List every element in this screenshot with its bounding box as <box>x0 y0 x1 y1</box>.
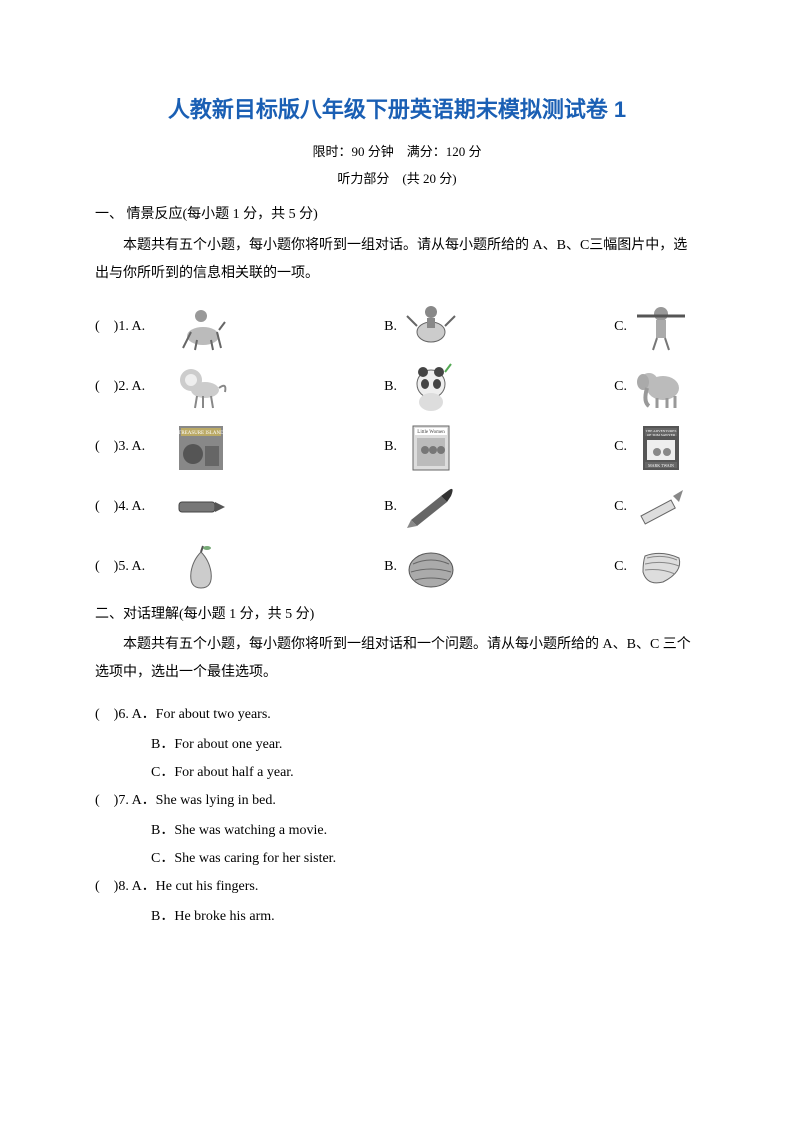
option-label: C. <box>614 554 627 579</box>
option-label: B. <box>384 314 397 339</box>
crayon-icon <box>173 482 229 532</box>
option-b[interactable]: B. Little Women <box>384 422 459 472</box>
question-number: ( )3. A. <box>95 434 173 459</box>
question-number: ( )1. A. <box>95 314 173 339</box>
question-row: ( )2. A. B. C. <box>95 362 699 412</box>
lion-icon <box>173 362 229 412</box>
pencil-icon <box>633 482 689 532</box>
option-label: B. <box>384 374 397 399</box>
banana-icon <box>633 542 689 592</box>
part-header: 听力部分 (共 20 分) <box>95 167 699 190</box>
time-score-line: 限时：90 分钟 满分：120 分 <box>95 140 699 163</box>
question-number: ( )4. A. <box>95 494 173 519</box>
option-label: C. <box>614 494 627 519</box>
svg-text:OF TOM SAWYER: OF TOM SAWYER <box>647 433 676 437</box>
option-label: C. <box>614 314 627 339</box>
watermelon-icon <box>403 542 459 592</box>
svg-text:MARK TWAIN: MARK TWAIN <box>648 463 674 468</box>
book-tom-icon: THE ADVENTURESOF TOM SAWYERMARK TWAIN <box>633 422 689 472</box>
option-c[interactable]: C. <box>614 482 689 532</box>
question-row: ( )1. A. B. C. <box>95 302 699 352</box>
question-row: ( )3. A. TREASURE ISLAND B. Little Women… <box>95 422 699 472</box>
option-c[interactable]: C. <box>614 362 689 412</box>
option-text: B．He broke his arm. <box>95 903 699 931</box>
option-text: B．She was watching a movie. <box>95 817 699 845</box>
question-number: ( )5. A. <box>95 554 173 579</box>
option-text: C．She was caring for her sister. <box>95 845 699 873</box>
section2-heading: 二、对话理解(每小题 1 分，共 5 分) <box>95 602 699 627</box>
panda-icon <box>403 362 459 412</box>
option-b[interactable]: B. <box>384 542 459 592</box>
svg-text:TREASURE ISLAND: TREASURE ISLAND <box>178 431 224 436</box>
option-text: C．For about half a year. <box>95 759 699 787</box>
option-a[interactable] <box>173 542 229 592</box>
question-row: ( )5. A. B. C. <box>95 542 699 592</box>
question-8: ( )8. A．He cut his fingers. <box>95 873 699 901</box>
pear-icon <box>173 542 229 592</box>
book-women-icon: Little Women <box>403 422 459 472</box>
option-a[interactable]: TREASURE ISLAND <box>173 422 229 472</box>
option-label: B. <box>384 554 397 579</box>
question-row: ( )4. A. B. C. <box>95 482 699 532</box>
svg-text:Little Women: Little Women <box>417 430 445 435</box>
option-c[interactable]: C. <box>614 542 689 592</box>
option-c[interactable]: C. THE ADVENTURESOF TOM SAWYERMARK TWAIN <box>614 422 689 472</box>
option-a[interactable] <box>173 362 229 412</box>
option-b[interactable]: B. <box>384 302 459 352</box>
question-6: ( )6. A．For about two years. <box>95 701 699 729</box>
elephant-icon <box>633 362 689 412</box>
section1-heading: 一、 情景反应(每小题 1 分，共 5 分) <box>95 202 699 227</box>
monkey-king-icon <box>633 302 689 352</box>
fountain-pen-icon <box>403 482 459 532</box>
question-number: ( )2. A. <box>95 374 173 399</box>
option-label: C. <box>614 374 627 399</box>
option-b[interactable]: B. <box>384 482 459 532</box>
book-treasure-icon: TREASURE ISLAND <box>173 422 229 472</box>
option-a[interactable] <box>173 482 229 532</box>
drummer-icon <box>403 302 459 352</box>
page-title: 人教新目标版八年级下册英语期末模拟测试卷 1 <box>95 90 699 130</box>
horse-rider-icon <box>173 302 229 352</box>
option-label: C. <box>614 434 627 459</box>
option-label: B. <box>384 434 397 459</box>
option-c[interactable]: C. <box>614 302 689 352</box>
option-label: B. <box>384 494 397 519</box>
option-a[interactable] <box>173 302 229 352</box>
option-text: B．For about one year. <box>95 731 699 759</box>
option-b[interactable]: B. <box>384 362 459 412</box>
question-7: ( )7. A．She was lying in bed. <box>95 787 699 815</box>
section1-instruction: 本题共有五个小题，每小题你将听到一组对话。请从每小题所给的 A、B、C三幅图片中… <box>95 232 699 288</box>
section2-instruction: 本题共有五个小题，每小题你将听到一组对话和一个问题。请从每小题所给的 A、B、C… <box>95 631 699 687</box>
